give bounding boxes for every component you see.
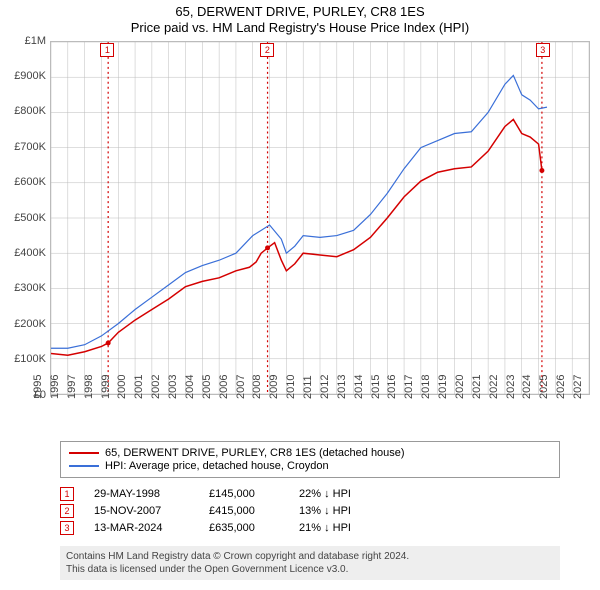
x-axis-label: 2010 [285,374,297,398]
x-axis-label: 1997 [66,374,78,398]
legend-label: HPI: Average price, detached house, Croy… [105,460,329,472]
x-axis-label: 1999 [100,374,112,398]
legend: 65, DERWENT DRIVE, PURLEY, CR8 1ES (deta… [60,441,560,478]
y-axis-label: £400K [6,247,46,259]
x-axis-label: 2004 [184,374,196,398]
sale-events: 1 29-MAY-1998 £145,000 22% ↓ HPI 2 15-NOV-200… [60,484,560,538]
sale-event-row: 3 13-MAR-2024 £635,000 21% ↓ HPI [60,521,560,535]
x-axis-label: 2022 [488,374,500,398]
x-axis-label: 2003 [167,374,179,398]
x-axis-label: 2019 [437,374,449,398]
chart-area: £0£100K£200K£300K£400K£500K£600K£700K£80… [6,39,594,435]
sale-event-date: 29-MAY-1998 [94,488,189,500]
x-axis-label: 2017 [403,374,415,398]
x-axis-label: 2018 [420,374,432,398]
sale-event-delta: 21% ↓ HPI [299,522,351,534]
legend-item: 65, DERWENT DRIVE, PURLEY, CR8 1ES (deta… [69,447,551,459]
sale-event-row: 1 29-MAY-1998 £145,000 22% ↓ HPI [60,487,560,501]
sale-event-price: £635,000 [209,522,279,534]
title-line-1: 65, DERWENT DRIVE, PURLEY, CR8 1ES [6,4,594,20]
sale-marker: 1 [100,43,114,57]
x-axis-label: 2001 [133,374,145,398]
sale-event-price: £415,000 [209,505,279,517]
sale-event-marker: 1 [60,487,74,501]
x-axis-label: 2015 [370,374,382,398]
x-axis-label: 2026 [555,374,567,398]
legend-label: 65, DERWENT DRIVE, PURLEY, CR8 1ES (deta… [105,447,405,459]
sale-event-date: 13-MAR-2024 [94,522,189,534]
sale-event-marker: 2 [60,504,74,518]
x-axis-label: 1998 [83,374,95,398]
x-axis-label: 1995 [32,374,44,398]
x-axis-label: 2013 [336,374,348,398]
sale-marker: 2 [260,43,274,57]
title-line-2: Price paid vs. HM Land Registry's House … [6,20,594,36]
y-axis-label: £1M [6,35,46,47]
sale-event-date: 15-NOV-2007 [94,505,189,517]
sale-event-delta: 13% ↓ HPI [299,505,351,517]
chart-title: 65, DERWENT DRIVE, PURLEY, CR8 1ES Price… [0,0,600,39]
y-axis-label: £200K [6,318,46,330]
x-axis-label: 2020 [454,374,466,398]
x-axis-label: 2009 [268,374,280,398]
x-axis-label: 2002 [150,374,162,398]
y-axis-label: £800K [6,105,46,117]
x-axis-label: 2008 [251,374,263,398]
x-axis-label: 2024 [521,374,533,398]
y-axis-label: £300K [6,282,46,294]
x-axis-label: 1996 [49,374,61,398]
x-axis-label: 2014 [353,374,365,398]
legend-item: HPI: Average price, detached house, Croy… [69,460,551,472]
x-axis-label: 2021 [471,374,483,398]
sale-marker: 3 [536,43,550,57]
y-axis-label: £900K [6,70,46,82]
x-axis-label: 2012 [319,374,331,398]
x-axis-label: 2011 [302,375,314,399]
legend-swatch [69,465,99,467]
y-axis-label: £100K [6,353,46,365]
x-axis-label: 2005 [201,374,213,398]
footnote-line-1: Contains HM Land Registry data © Crown c… [66,550,554,563]
x-axis-label: 2027 [572,374,584,398]
footnote: Contains HM Land Registry data © Crown c… [60,546,560,580]
sale-event-price: £145,000 [209,488,279,500]
sale-event-delta: 22% ↓ HPI [299,488,351,500]
x-axis-label: 2016 [386,374,398,398]
y-axis-label: £500K [6,212,46,224]
x-axis-label: 2006 [218,374,230,398]
x-axis-label: 2000 [116,374,128,398]
sale-event-row: 2 15-NOV-2007 £415,000 13% ↓ HPI [60,504,560,518]
sale-event-marker: 3 [60,521,74,535]
footnote-line-2: This data is licensed under the Open Gov… [66,563,554,576]
x-axis-label: 2007 [235,374,247,398]
y-axis-label: £700K [6,141,46,153]
x-axis-label: 2025 [538,374,550,398]
legend-swatch [69,452,99,454]
y-axis-label: £600K [6,176,46,188]
plot-area [50,41,590,395]
x-axis-label: 2023 [505,374,517,398]
